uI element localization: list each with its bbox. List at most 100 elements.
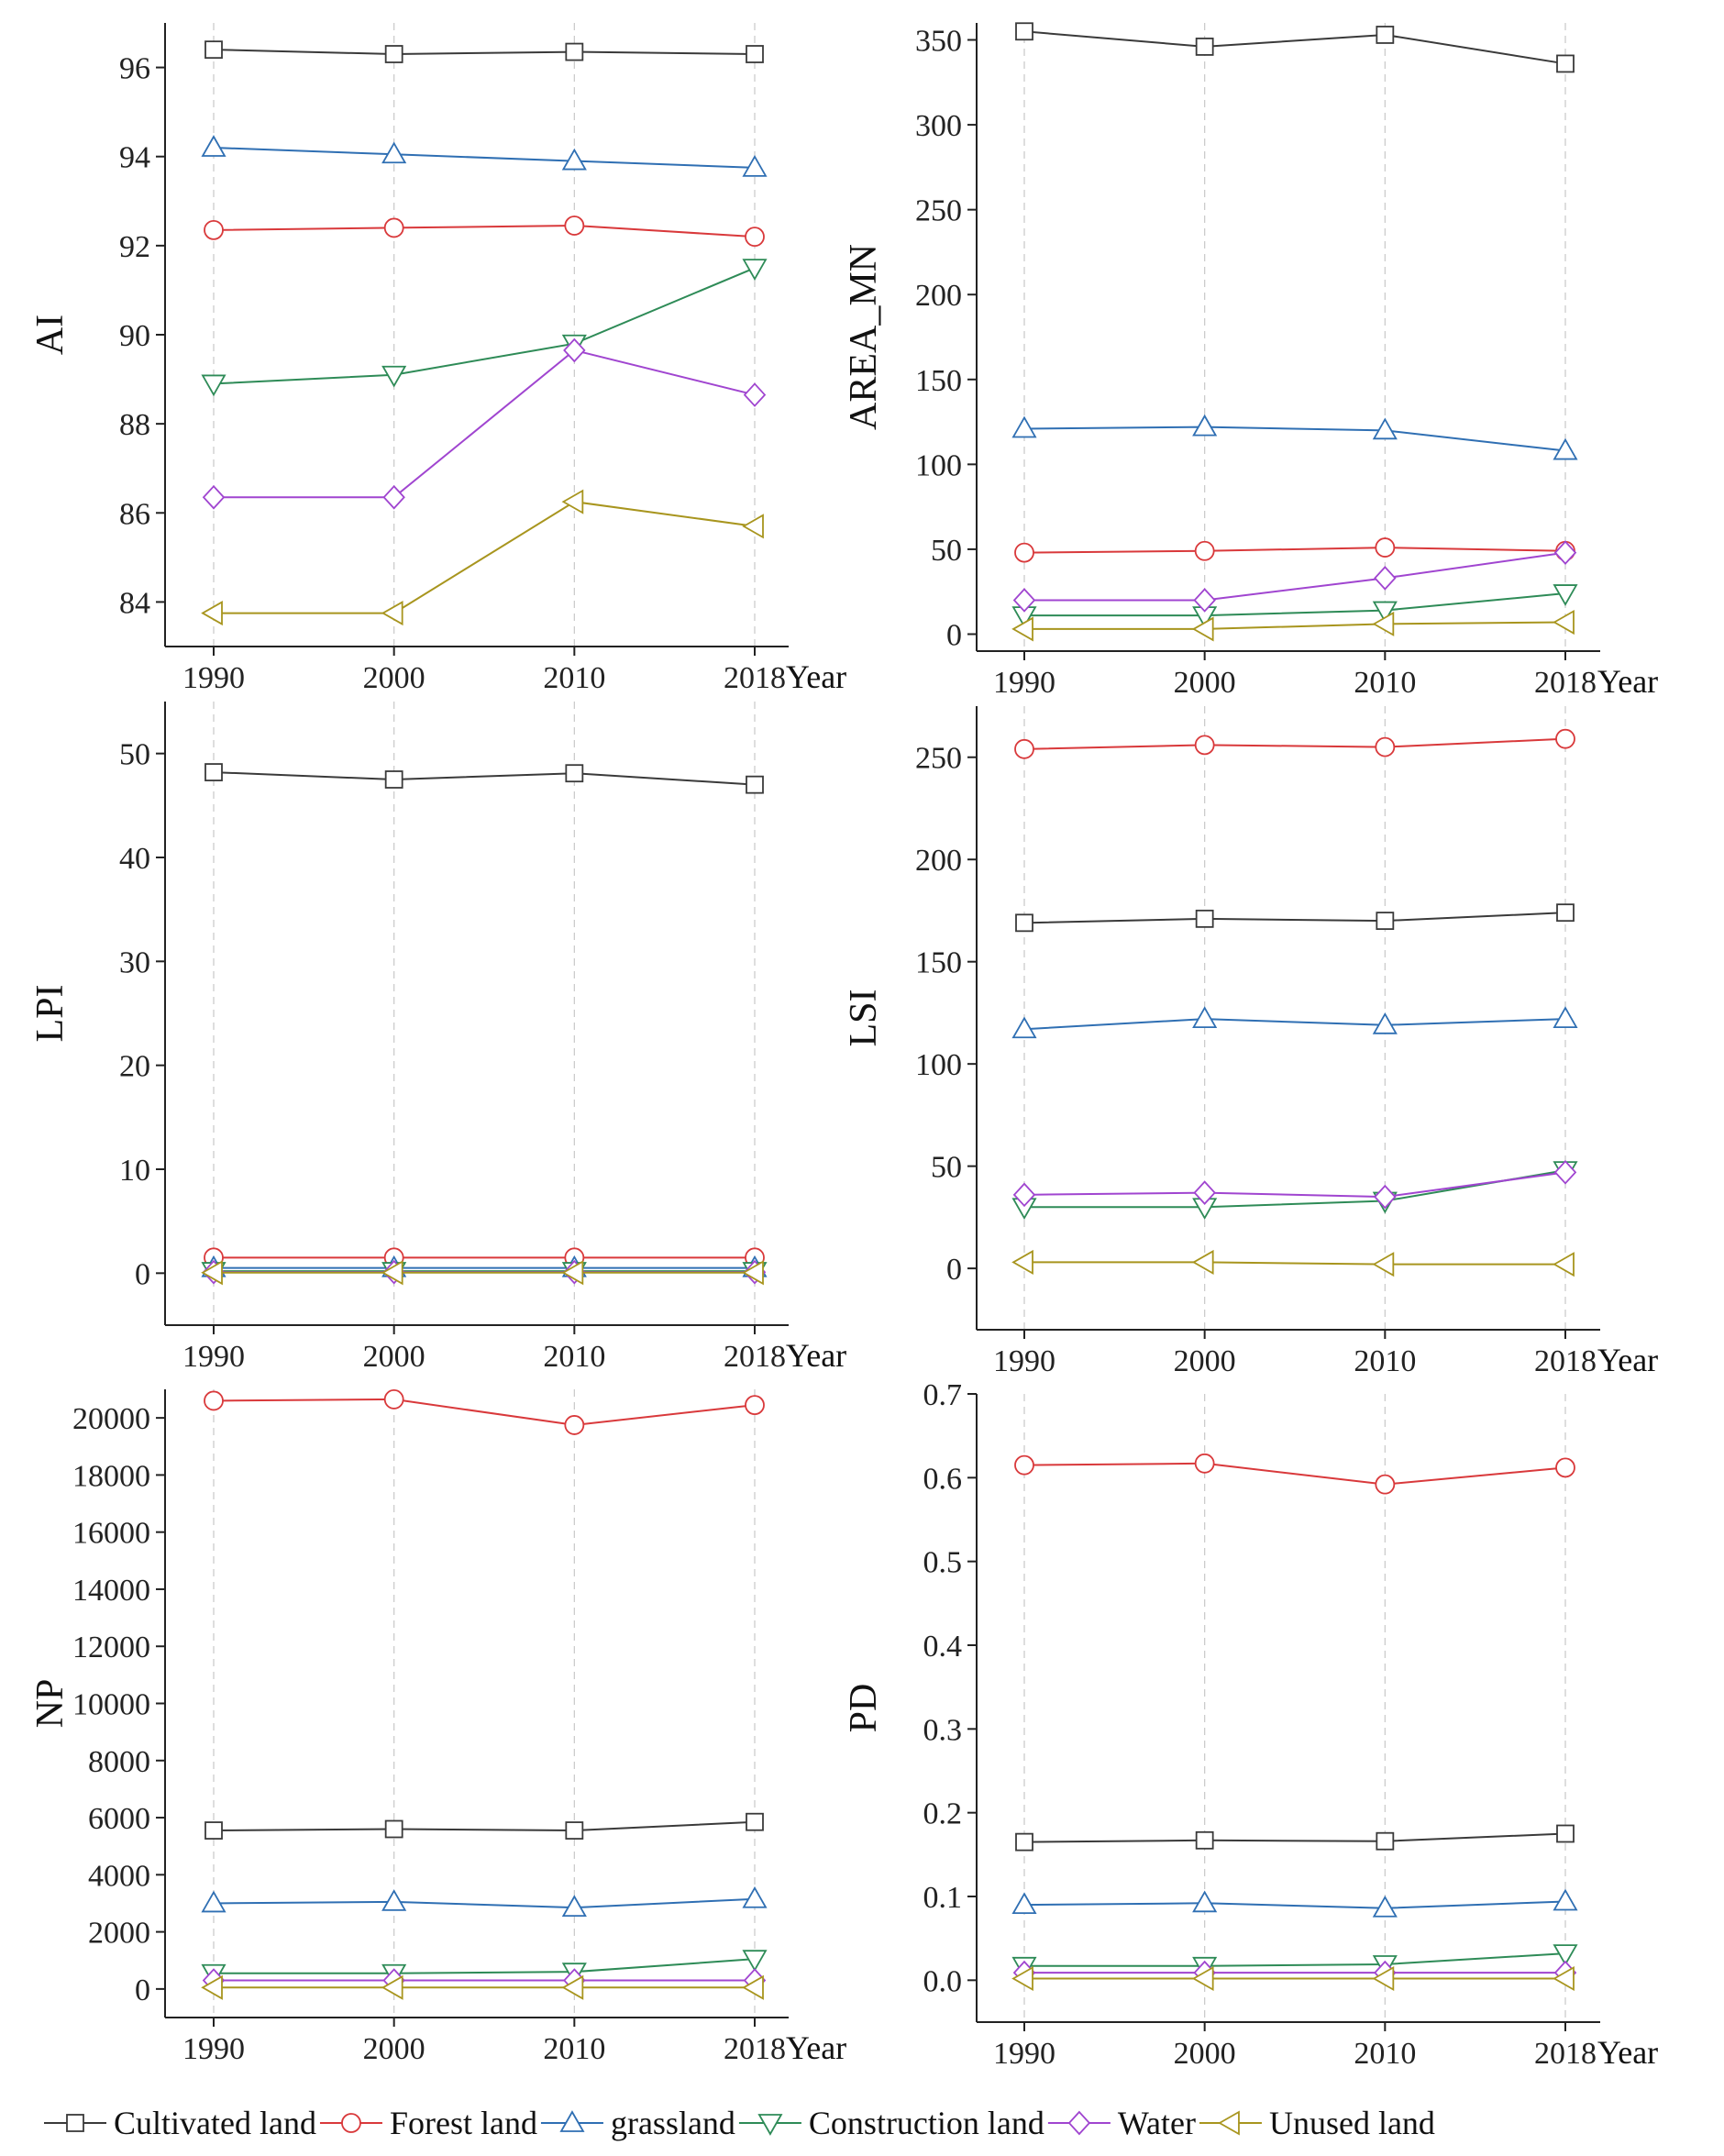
series-line-water xyxy=(1024,551,1566,602)
series-line-construction-land xyxy=(213,267,756,385)
point-grassland-2000 xyxy=(1192,414,1218,437)
point-construction-land-2000 xyxy=(381,365,407,388)
point-forest-land-1990 xyxy=(204,1390,224,1411)
series-cultivated-land xyxy=(1015,22,1575,73)
legend-label: grassland xyxy=(611,2105,735,2141)
series-forest-land xyxy=(1014,728,1575,759)
series-line-cultivated-land xyxy=(1023,30,1566,65)
point-cultivated-land-2018 xyxy=(746,775,764,794)
point-grassland-1990 xyxy=(201,135,227,157)
x-tick-label-2000: 2000 xyxy=(1174,1344,1236,1378)
y-axis-title: LSI xyxy=(843,990,885,1047)
point-unused-land-2018 xyxy=(742,514,764,539)
point-construction-land-2018 xyxy=(1553,584,1578,606)
series-line-construction-land xyxy=(214,1958,756,1974)
x-axis-label: Year xyxy=(1597,2034,1658,2071)
x-tick-label-2000: 2000 xyxy=(1174,2037,1236,2071)
point-water-1990 xyxy=(1012,1182,1036,1208)
point-grassland-2018 xyxy=(1553,437,1578,460)
series-forest-land xyxy=(1014,537,1575,563)
point-water-2018 xyxy=(1553,540,1577,565)
series-forest-land xyxy=(204,1247,765,1268)
legend-label: Cultivated land xyxy=(114,2105,316,2141)
series-unused-land xyxy=(1011,1249,1575,1277)
series-forest-land xyxy=(1014,1453,1575,1495)
y-tick-label: 86 xyxy=(119,497,150,531)
point-grassland-2018 xyxy=(742,155,768,177)
series-line-cultivated-land xyxy=(1023,1832,1566,1843)
x-tick-label-2010: 2010 xyxy=(1354,666,1416,700)
y-tick-label: 0 xyxy=(135,1974,150,2007)
y-tick-label: 90 xyxy=(119,319,150,353)
point-grassland-2018 xyxy=(742,1885,768,1908)
point-unused-land-1990 xyxy=(201,1260,223,1286)
series-cultivated-land xyxy=(1015,903,1575,933)
point-forest-land-1990 xyxy=(1014,542,1034,563)
point-cultivated-land-1990 xyxy=(1015,913,1033,933)
point-water-2000 xyxy=(382,484,405,510)
legend-label: Water xyxy=(1118,2105,1196,2141)
x-tick-label-2018: 2018 xyxy=(724,1340,786,1374)
point-grassland-2010 xyxy=(561,1895,587,1918)
series-grassland xyxy=(1011,414,1578,460)
legend-label: Forest land xyxy=(390,2105,537,2141)
x-axis-label: Year xyxy=(786,658,846,695)
y-tick-label: 6000 xyxy=(88,1802,150,1836)
point-cultivated-land-2000 xyxy=(1195,38,1214,56)
point-unused-land-2000 xyxy=(381,1260,403,1286)
point-unused-land-1990 xyxy=(201,601,223,626)
x-axis-label: Year xyxy=(786,1337,846,1374)
y-tick-label: 50 xyxy=(931,1151,962,1185)
series-construction-land xyxy=(201,1950,768,1986)
panel-area-mn: 0 50 100 150 200 250 300 350 1990 2000 2010 2018 Yea… xyxy=(843,22,1658,700)
point-forest-land-2000 xyxy=(383,217,404,238)
y-tick-label: 100 xyxy=(915,1048,962,1082)
x-tick-label-2018: 2018 xyxy=(1534,1344,1597,1378)
point-cultivated-land-2018 xyxy=(1556,54,1575,73)
panel-np: 0 2000 4000 6000 8000 10000 12000 14000 16000 180… xyxy=(29,1388,846,2066)
x-tick-label-2018: 2018 xyxy=(1534,2037,1597,2071)
series-unused-land xyxy=(1011,609,1575,642)
legend-marker-construction-land xyxy=(757,2114,783,2136)
point-unused-land-2000 xyxy=(1191,616,1214,642)
y-tick-label: 50 xyxy=(931,534,962,568)
legend-item-unused-land: Unused land xyxy=(1199,2105,1435,2141)
point-unused-land-2000 xyxy=(381,601,403,626)
y-tick-label: 0.2 xyxy=(923,1797,963,1831)
y-tick-label: 250 xyxy=(915,194,962,228)
y-axis-title: NP xyxy=(29,1679,72,1729)
y-tick-label: 0.1 xyxy=(923,1881,963,1915)
y-axis-title: PD xyxy=(843,1684,885,1733)
point-grassland-1990 xyxy=(1011,1892,1037,1915)
series-cultivated-land xyxy=(1015,1824,1575,1852)
point-unused-land-2010 xyxy=(1372,1965,1395,1992)
series-construction-land xyxy=(1011,584,1578,628)
point-unused-land-2010 xyxy=(561,489,584,514)
x-tick-label-2010: 2010 xyxy=(543,1340,605,1374)
point-unused-land-1990 xyxy=(1011,1965,1033,1992)
point-forest-land-2010 xyxy=(1375,537,1396,558)
series-line-construction-land xyxy=(1024,592,1566,617)
series-cultivated-land xyxy=(204,40,764,63)
point-grassland-2000 xyxy=(381,141,407,164)
point-water-2010 xyxy=(563,337,586,363)
y-tick-label: 0.6 xyxy=(923,1462,963,1496)
panel-lpi: 0 10 20 30 40 50 1990 2000 2010 2018 Year LPI xyxy=(29,702,846,1374)
point-unused-land-2010 xyxy=(561,1260,584,1286)
y-tick-label: 12000 xyxy=(72,1631,150,1664)
point-grassland-2000 xyxy=(1192,1890,1218,1913)
panel-pd: 0.0 0.1 0.2 0.3 0.4 0.5 0.6 0.7 1990 2000 2010 2018… xyxy=(843,1378,1658,2071)
point-grassland-2018 xyxy=(1553,1888,1578,1911)
y-tick-label: 200 xyxy=(915,844,962,878)
series-line-unused-land xyxy=(214,501,756,614)
point-water-2000 xyxy=(1193,1180,1216,1205)
point-cultivated-land-2000 xyxy=(384,45,403,63)
series-cultivated-land xyxy=(204,1812,764,1840)
point-forest-land-2000 xyxy=(1194,1453,1215,1474)
point-cultivated-land-2010 xyxy=(565,1821,584,1840)
point-cultivated-land-2010 xyxy=(565,764,584,783)
point-cultivated-land-2000 xyxy=(384,770,403,789)
y-tick-label: 10000 xyxy=(72,1688,150,1722)
